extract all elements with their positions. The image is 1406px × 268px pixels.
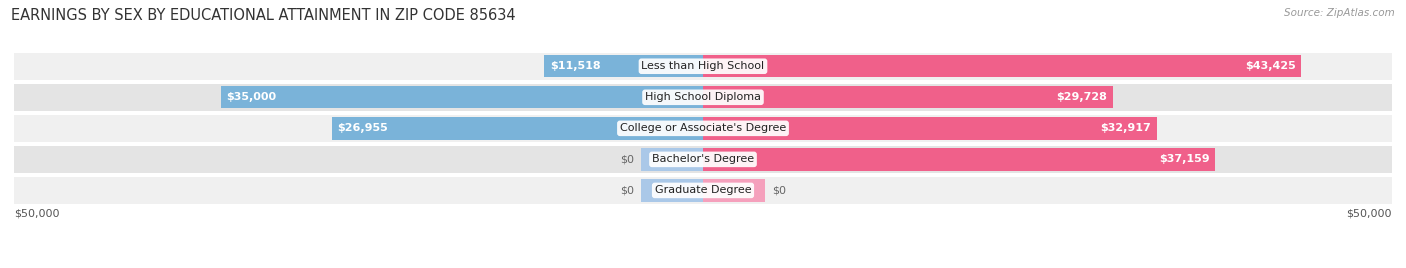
Text: Less than High School: Less than High School (641, 61, 765, 71)
Bar (544, 55, 703, 77)
Bar (332, 117, 703, 140)
Bar (221, 86, 703, 109)
Bar (14, 177, 1392, 204)
Bar (641, 179, 703, 202)
Text: $43,425: $43,425 (1246, 61, 1296, 71)
Bar (14, 84, 1392, 111)
Bar (14, 53, 1392, 80)
Bar (703, 179, 765, 202)
Text: $0: $0 (620, 185, 634, 195)
Bar (14, 115, 1392, 142)
Text: $26,955: $26,955 (337, 123, 388, 133)
Bar (641, 148, 703, 170)
Bar (14, 146, 1392, 173)
Bar (703, 117, 1157, 140)
Text: $50,000: $50,000 (1347, 209, 1392, 218)
Text: Graduate Degree: Graduate Degree (655, 185, 751, 195)
Text: High School Diploma: High School Diploma (645, 92, 761, 102)
Text: $0: $0 (620, 154, 634, 164)
Text: $37,159: $37,159 (1159, 154, 1209, 164)
Bar (703, 55, 1302, 77)
Text: EARNINGS BY SEX BY EDUCATIONAL ATTAINMENT IN ZIP CODE 85634: EARNINGS BY SEX BY EDUCATIONAL ATTAINMEN… (11, 8, 516, 23)
Text: $32,917: $32,917 (1101, 123, 1152, 133)
Text: $11,518: $11,518 (550, 61, 600, 71)
Text: $35,000: $35,000 (226, 92, 277, 102)
Text: $29,728: $29,728 (1056, 92, 1107, 102)
Text: Source: ZipAtlas.com: Source: ZipAtlas.com (1284, 8, 1395, 18)
Text: $50,000: $50,000 (14, 209, 59, 218)
Bar (703, 86, 1112, 109)
Bar (703, 148, 1215, 170)
Text: College or Associate's Degree: College or Associate's Degree (620, 123, 786, 133)
Text: $0: $0 (772, 185, 786, 195)
Text: Bachelor's Degree: Bachelor's Degree (652, 154, 754, 164)
